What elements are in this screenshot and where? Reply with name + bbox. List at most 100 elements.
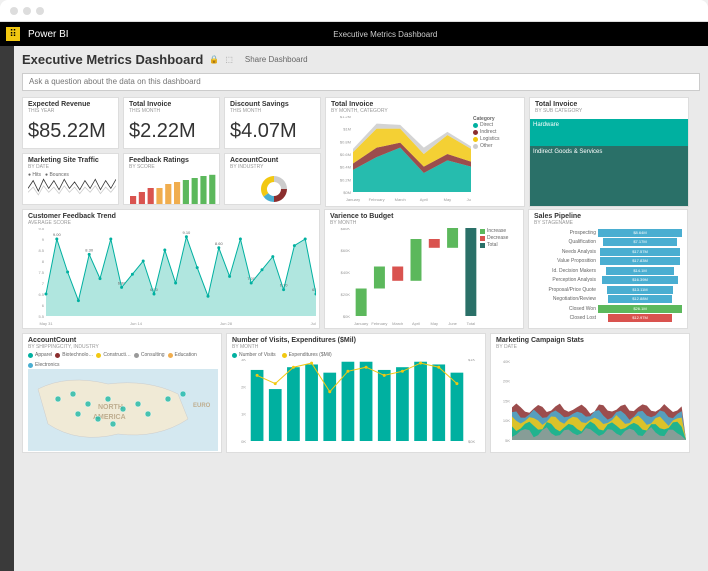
svg-text:20K: 20K [503, 379, 510, 384]
svg-text:$0M: $0M [343, 190, 351, 195]
tile-sub: THIS YEAR [28, 108, 113, 114]
tile-visits-expenditures[interactable]: Number of Visits, Expenditures ($Mil) BY… [226, 333, 486, 453]
svg-text:Jul 12: Jul 12 [311, 321, 316, 326]
tile-title: Marketing Campaign Stats [496, 337, 684, 345]
tile-feedback-ratings[interactable]: Feedback Ratings BY SCORE [123, 153, 220, 205]
svg-text:0K: 0K [241, 439, 246, 444]
svg-text:$0K: $0K [343, 314, 350, 319]
kpi-value: $4.07M [230, 120, 315, 143]
svg-text:8.60: 8.60 [215, 241, 224, 246]
tile-title: Customer Feedback Trend [28, 213, 314, 221]
bar-chart [129, 172, 217, 204]
tile-marketing-traffic[interactable]: Marketing Site Traffic BY DATE ● Hits● B… [22, 153, 119, 205]
page-title: Executive Metrics Dashboard [22, 52, 203, 67]
svg-text:5K: 5K [505, 438, 510, 443]
svg-text:9.5: 9.5 [38, 228, 44, 231]
svg-text:7.5: 7.5 [38, 270, 44, 275]
svg-text:$1K: $1K [468, 359, 475, 362]
svg-text:1K: 1K [241, 412, 246, 417]
line-chart [28, 178, 116, 204]
svg-text:$1.2M: $1.2M [340, 116, 351, 119]
tile-campaign-stats[interactable]: Marketing Campaign Stats BY DATE 5K 10K 15… [490, 333, 690, 453]
svg-text:March: March [392, 321, 403, 326]
svg-text:$0.8M: $0.8M [340, 140, 351, 145]
tile-account-map[interactable]: AccountCount BY SHIPPINGCITY, INDUSTRY A… [22, 333, 222, 453]
app-name: Power BI [28, 29, 69, 40]
qa-input[interactable] [22, 73, 700, 91]
tile-title: Total Invoice [129, 101, 214, 109]
svg-text:June: June [467, 197, 471, 202]
category-legend: Category DirectIndirectLogisticsOther [473, 116, 499, 202]
topbar-title: Executive Metrics Dashboard [69, 30, 702, 39]
svg-text:8: 8 [42, 259, 45, 264]
stacked-area-chart: $0M$0.2M$0.4M$0.6M$0.8M$1M$1.2MJanuaryFe… [331, 116, 471, 202]
tile-title: AccountCount [28, 337, 216, 345]
svg-text:Jun 14: Jun 14 [130, 321, 143, 326]
area-chart: 9.008.306.806.509.108.607.006.706.505.56… [28, 228, 316, 326]
map-chart: NORTHAMERICAEURO [28, 369, 218, 451]
window-dot [23, 7, 31, 15]
svg-text:6.5: 6.5 [38, 292, 44, 297]
tile-sub: BY MONTH [330, 220, 518, 226]
tile-title: Total Invoice [331, 101, 519, 109]
tile-account-donut[interactable]: AccountCount BY INDUSTRY [224, 153, 321, 205]
svg-text:8.30: 8.30 [85, 248, 94, 253]
variance-legend: IncreaseDecreaseTotal [480, 228, 508, 326]
tile-title: Expected Revenue [28, 101, 113, 109]
funnel-chart: Prospecting$8.64MQualification$7.17MNeed… [534, 228, 682, 323]
svg-text:$0K: $0K [468, 439, 475, 444]
svg-text:2K: 2K [241, 385, 246, 390]
svg-text:15K: 15K [503, 399, 510, 404]
tile-total-invoice-subcat[interactable]: Total Invoice BY SUB CATEGORY HardwareIn… [529, 97, 689, 207]
svg-text:May 31: May 31 [39, 321, 53, 326]
tile-sub: BY MONTH, CATEGORY [331, 108, 519, 114]
tile-sub: THIS MONTH [230, 108, 315, 114]
svg-text:May: May [444, 197, 452, 202]
tile-title: Number of Visits, Expenditures ($Mil) [232, 337, 480, 345]
tile-title: Feedback Ratings [129, 157, 214, 165]
combo-chart: 0K1K2K3K$0K$1K [232, 359, 482, 449]
svg-text:Total: Total [467, 321, 476, 326]
tile-sub: BY MONTH [232, 344, 480, 350]
svg-text:May: May [431, 321, 439, 326]
tile-title: Discount Savings [230, 101, 315, 109]
tile-sub: BY STAGENAME [534, 220, 682, 226]
kpi-discount-savings[interactable]: Discount Savings THIS MONTH $4.07M [224, 97, 321, 149]
share-dashboard-button[interactable]: Share Dashboard [239, 53, 314, 66]
svg-text:7: 7 [42, 281, 45, 286]
nav-sidebar[interactable] [0, 46, 14, 571]
svg-text:February: February [369, 197, 385, 202]
tile-sub: BY INDUSTRY [230, 164, 315, 170]
svg-text:March: March [395, 197, 406, 202]
svg-text:January: January [354, 321, 368, 326]
svg-text:10K: 10K [503, 418, 510, 423]
svg-text:9: 9 [42, 237, 45, 242]
stacked-area-chart: 5K10K15K20K40K [496, 352, 686, 448]
tile-variance-budget[interactable]: Varience to Budget BY MONTH $0K$20K$40K$… [324, 209, 524, 329]
tile-title: Total Invoice [535, 101, 683, 109]
svg-text:$20K: $20K [341, 292, 351, 297]
tile-feedback-trend[interactable]: Customer Feedback Trend AVERAGE SCORE 9.… [22, 209, 320, 329]
svg-text:9.10: 9.10 [183, 230, 192, 235]
svg-text:April: April [420, 197, 428, 202]
tile-sub: AVERAGE SCORE [28, 220, 314, 226]
svg-text:April: April [412, 321, 420, 326]
svg-text:$0.6M: $0.6M [340, 152, 351, 157]
svg-text:5.5: 5.5 [38, 314, 44, 319]
browser-chrome [0, 0, 708, 22]
tile-sub: BY SUB CATEGORY [535, 108, 683, 114]
tile-sub: BY DATE [496, 344, 684, 350]
tile-sub: BY SHIPPINGCITY, INDUSTRY [28, 344, 216, 350]
svg-text:EURO: EURO [193, 403, 211, 409]
kpi-value: $85.22M [28, 120, 113, 143]
tile-sub: THIS MONTH [129, 108, 214, 114]
tile-sales-pipeline[interactable]: Sales Pipeline BY STAGENAME Prospecting$… [528, 209, 688, 329]
svg-text:February: February [371, 321, 387, 326]
tile-total-invoice-area[interactable]: Total Invoice BY MONTH, CATEGORY $0M$0.2… [325, 97, 525, 207]
kpi-total-invoice-month[interactable]: Total Invoice THIS MONTH $2.22M [123, 97, 220, 149]
dashboard-content: Executive Metrics Dashboard 🔒 ⬚ Share Da… [14, 46, 708, 571]
window-dot [36, 7, 44, 15]
tile-title: AccountCount [230, 157, 315, 165]
kpi-expected-revenue[interactable]: Expected Revenue THIS YEAR $85.22M [22, 97, 119, 149]
donut-chart [230, 172, 318, 204]
